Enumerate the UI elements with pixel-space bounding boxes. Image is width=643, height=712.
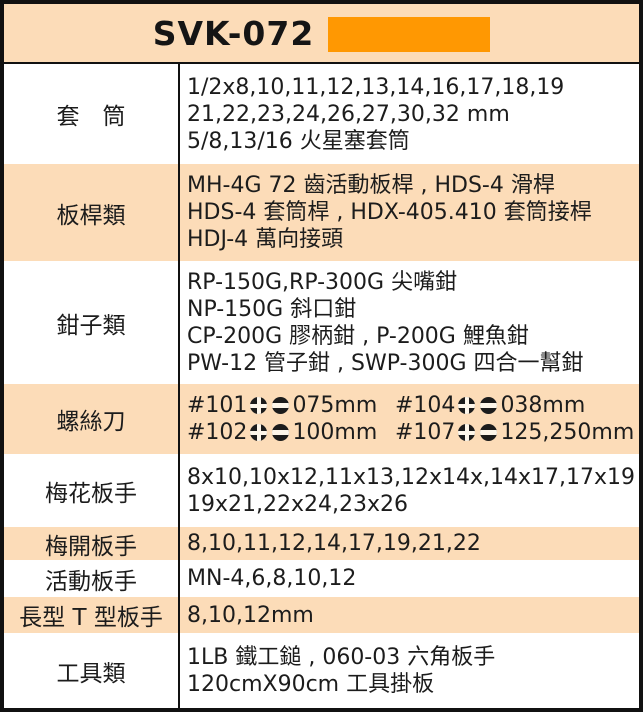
orange-swatch (328, 16, 491, 52)
slotted-head-icon (480, 424, 498, 441)
row-content-pliers: RP-150G,RP-300G 尖嘴鉗 NP-150G 斜口鉗 CP-200G … (180, 261, 639, 384)
spec-line: HDS-4 套筒桿 , HDX-405.410 套筒接桿 (187, 200, 592, 225)
screwdriver-size: 075mm (292, 393, 378, 418)
spec-line: RP-150G,RP-300G 尖嘴鉗 (187, 269, 458, 295)
row-sockets: 套 筒 1/2x8,10,11,12,13,14,16,17,18,19 21,… (4, 64, 639, 164)
screwdriver-entry: #104 038mm (395, 392, 585, 419)
row-content-box-end-wrenches: 8x10,10x12,11x13,12x14x,14x17,17x19 19x2… (180, 454, 639, 527)
spec-line: PW-12 管子鉗 , SWP-300G 四合一幫鉗 (187, 350, 584, 376)
phillips-head-icon (250, 424, 268, 441)
spec-line: 8x10,10x12,11x13,12x14x,14x17,17x19 (187, 464, 636, 490)
screwdriver-size: 100mm (292, 420, 378, 445)
spec-line: 1/2x8,10,11,12,13,14,16,17,18,19 (187, 74, 565, 100)
row-content-bar-types: MH-4G 72 齒活動板桿 , HDS-4 滑桿 HDS-4 套筒桿 , HD… (180, 164, 639, 261)
row-pliers: 鉗子類 RP-150G,RP-300G 尖嘴鉗 NP-150G 斜口鉗 CP-2… (4, 261, 639, 384)
row-content-adjustable-wrenches: MN-4,6,8,10,12 (180, 560, 639, 597)
row-label-screwdrivers: 螺絲刀 (4, 384, 180, 454)
screwdriver-id: #101 (187, 393, 248, 418)
screwdriver-entry: #107 125,250mm (395, 419, 634, 446)
slotted-head-icon (272, 424, 290, 441)
row-label-sockets: 套 筒 (4, 64, 180, 164)
screwdriver-id: #102 (187, 420, 248, 445)
screwdriver-size: 038mm (500, 393, 586, 418)
screwdriver-id: #104 (395, 393, 456, 418)
row-label-bar-types: 板桿類 (4, 164, 180, 261)
spec-line: #101 075mm #104 038mm (187, 392, 635, 419)
spec-table: 套 筒 1/2x8,10,11,12,13,14,16,17,18,19 21,… (4, 64, 639, 708)
row-label-box-end-wrenches: 梅花板手 (4, 454, 180, 527)
spec-line: #102 100mm #107 125,250mm (187, 419, 635, 446)
row-box-end-wrenches: 梅花板手 8x10,10x12,11x13,12x14x,14x17,17x19… (4, 454, 639, 527)
screwdriver-id: #107 (395, 420, 456, 445)
row-content-screwdrivers: #101 075mm #104 038mm #102 (180, 384, 639, 454)
row-label-combination-wrenches: 梅開板手 (4, 527, 180, 560)
row-tools: 工具類 1LB 鐵工鎚 , 060-03 六角板手 120cmX90cm 工具掛… (4, 633, 639, 708)
row-bar-types: 板桿類 MH-4G 72 齒活動板桿 , HDS-4 滑桿 HDS-4 套筒桿 … (4, 164, 639, 261)
spec-line: MH-4G 72 齒活動板桿 , HDS-4 滑桿 (187, 173, 555, 198)
row-label-tools: 工具類 (4, 633, 180, 708)
row-screwdrivers: 螺絲刀 #101 075mm #104 038mm (4, 384, 639, 454)
row-label-t-type-wrenches: 長型 T 型板手 (4, 597, 180, 633)
spec-line: 8,10,12mm (187, 602, 314, 628)
row-content-tools: 1LB 鐵工鎚 , 060-03 六角板手 120cmX90cm 工具掛板 (180, 633, 639, 708)
spec-line: 19x21,22x24,23x26 (187, 491, 409, 517)
phillips-head-icon (458, 424, 476, 441)
slotted-head-icon (480, 397, 498, 414)
spec-line: NP-150G 斜口鉗 (187, 296, 357, 322)
row-adjustable-wrenches: 活動板手 MN-4,6,8,10,12 (4, 560, 639, 597)
screwdriver-entry: #102 100mm (187, 419, 395, 446)
row-content-t-type-wrenches: 8,10,12mm (180, 597, 639, 633)
spec-line: 8,10,11,12,14,17,19,21,22 (187, 531, 481, 556)
spec-line: 21,22,23,24,26,27,30,32 mm (187, 101, 510, 127)
model-title: SVK-072 (152, 13, 315, 53)
spec-line: CP-200G 膠柄鉗 , P-200G 鯉魚鉗 (187, 323, 529, 349)
spec-line: 120cmX90cm 工具掛板 (187, 671, 435, 697)
spec-line: MN-4,6,8,10,12 (187, 566, 357, 591)
row-t-type-wrenches: 長型 T 型板手 8,10,12mm (4, 597, 639, 633)
screwdriver-size: 125,250mm (500, 420, 635, 445)
phillips-head-icon (458, 397, 476, 414)
phillips-head-icon (250, 397, 268, 414)
row-label-adjustable-wrenches: 活動板手 (4, 560, 180, 597)
spec-line: 1LB 鐵工鎚 , 060-03 六角板手 (187, 644, 496, 670)
spec-line: 5/8,13/16 火星塞套筒 (187, 128, 410, 154)
sheet-header: SVK-072 (4, 4, 639, 64)
row-label-pliers: 鉗子類 (4, 261, 180, 384)
screwdriver-entry: #101 075mm (187, 392, 395, 419)
row-content-sockets: 1/2x8,10,11,12,13,14,16,17,18,19 21,22,2… (180, 64, 639, 164)
spec-line: HDJ-4 萬向接頭 (187, 227, 344, 252)
row-content-combination-wrenches: 8,10,11,12,14,17,19,21,22 (180, 527, 639, 560)
row-combination-wrenches: 梅開板手 8,10,11,12,14,17,19,21,22 (4, 527, 639, 560)
slotted-head-icon (272, 397, 290, 414)
